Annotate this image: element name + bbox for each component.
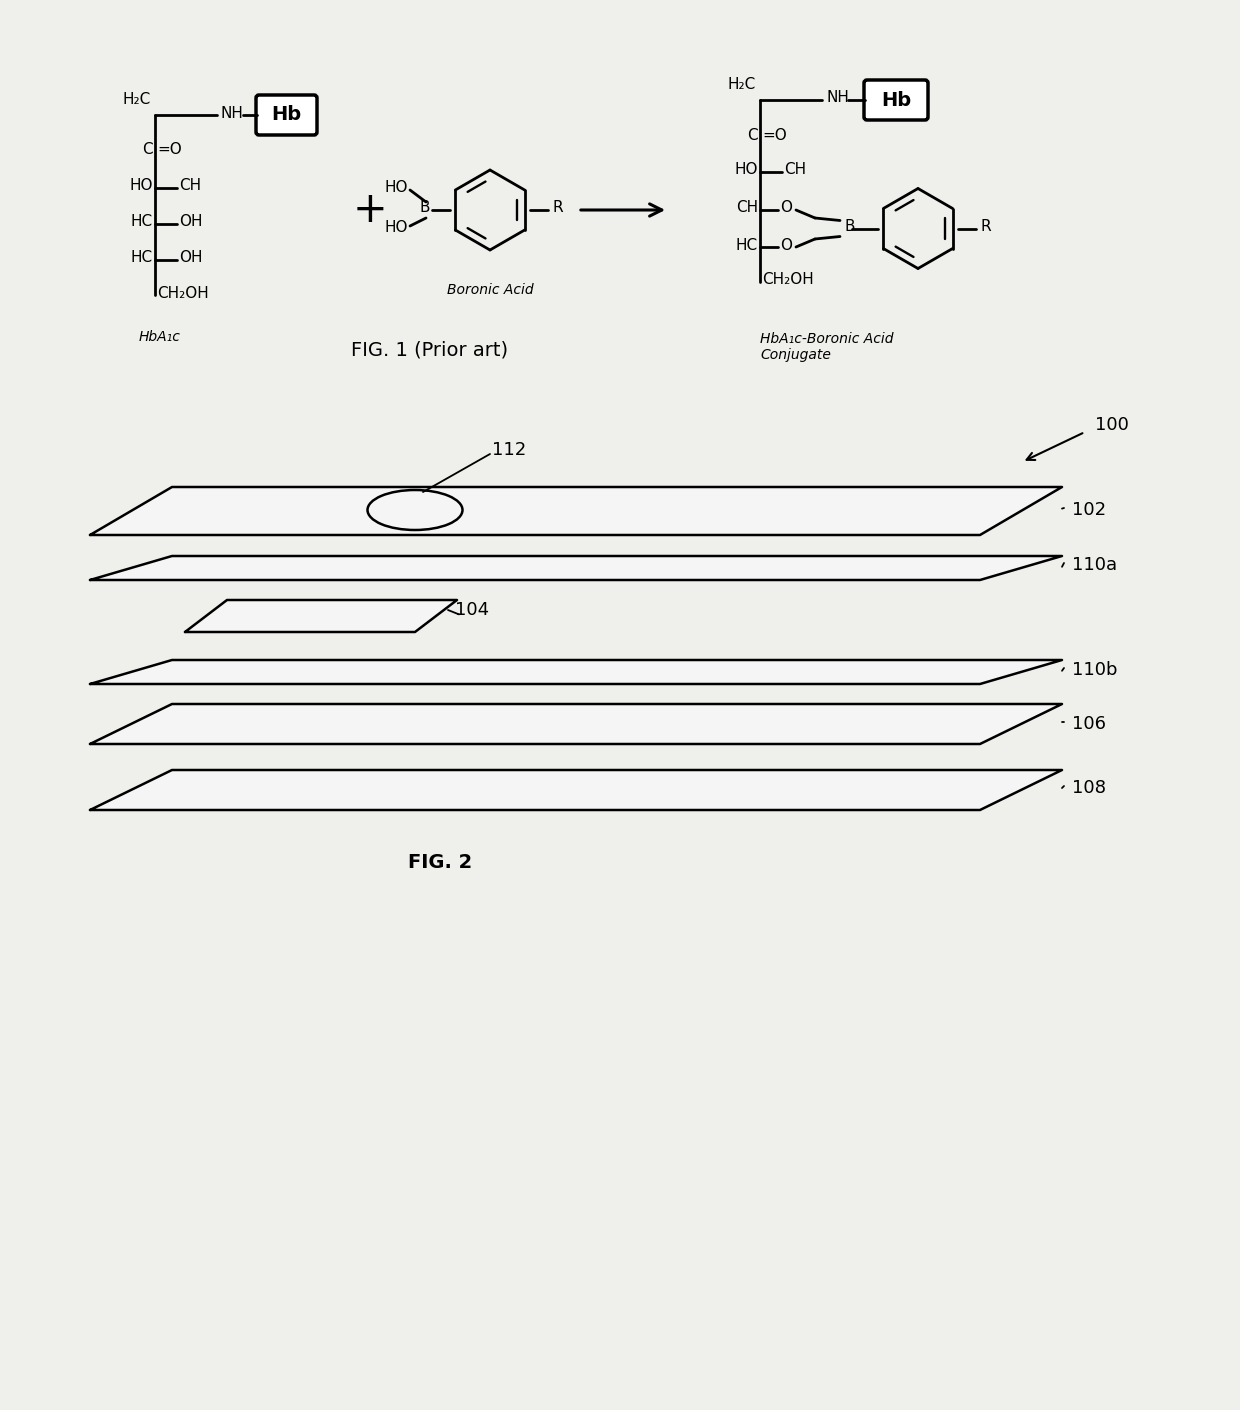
Text: HbA₁c-Boronic Acid
Conjugate: HbA₁c-Boronic Acid Conjugate	[760, 331, 894, 362]
Text: HC: HC	[131, 214, 153, 230]
FancyBboxPatch shape	[255, 94, 317, 135]
Text: CH: CH	[179, 179, 201, 193]
Text: HC: HC	[131, 251, 153, 265]
Polygon shape	[91, 660, 1061, 684]
Polygon shape	[91, 486, 1061, 534]
Text: HO: HO	[129, 179, 153, 193]
Text: 108: 108	[1073, 778, 1106, 797]
Text: B: B	[844, 219, 854, 234]
Polygon shape	[91, 704, 1061, 744]
Polygon shape	[185, 601, 458, 632]
Text: =O: =O	[763, 127, 786, 142]
Text: 110b: 110b	[1073, 661, 1117, 680]
Text: HO: HO	[384, 220, 408, 235]
Text: CH: CH	[735, 200, 758, 216]
Text: 104: 104	[455, 601, 489, 619]
Text: O: O	[780, 237, 792, 252]
Text: H₂C: H₂C	[728, 78, 756, 92]
Text: CH₂OH: CH₂OH	[157, 285, 208, 300]
Text: +: +	[352, 189, 387, 231]
Text: 100: 100	[1095, 416, 1128, 434]
Text: OH: OH	[179, 214, 202, 230]
Text: C: C	[748, 127, 758, 142]
Text: 102: 102	[1073, 501, 1106, 519]
Text: O: O	[780, 200, 792, 216]
Polygon shape	[91, 770, 1061, 809]
FancyBboxPatch shape	[864, 80, 928, 120]
Text: B: B	[419, 200, 430, 216]
Text: NH: NH	[221, 106, 244, 120]
Text: R: R	[552, 200, 563, 216]
Polygon shape	[91, 556, 1061, 580]
Text: C: C	[143, 142, 153, 158]
Text: 106: 106	[1073, 715, 1106, 733]
Text: NH: NH	[826, 90, 849, 106]
Text: OH: OH	[179, 251, 202, 265]
Text: 110a: 110a	[1073, 556, 1117, 574]
Text: Hb: Hb	[880, 90, 911, 110]
Text: HC: HC	[735, 237, 758, 252]
Text: FIG. 2: FIG. 2	[408, 853, 472, 871]
Text: R: R	[980, 219, 991, 234]
Text: CH₂OH: CH₂OH	[763, 272, 813, 288]
Text: HO: HO	[384, 180, 408, 196]
Text: CH: CH	[784, 162, 806, 178]
Text: HO: HO	[734, 162, 758, 178]
Text: Hb: Hb	[272, 106, 301, 124]
Text: H₂C: H₂C	[123, 92, 151, 107]
Text: =O: =O	[157, 142, 182, 158]
Text: Boronic Acid: Boronic Acid	[446, 283, 533, 298]
Text: 112: 112	[492, 441, 526, 460]
Text: HbA₁c: HbA₁c	[139, 330, 181, 344]
Text: FIG. 1 (Prior art): FIG. 1 (Prior art)	[351, 340, 508, 360]
